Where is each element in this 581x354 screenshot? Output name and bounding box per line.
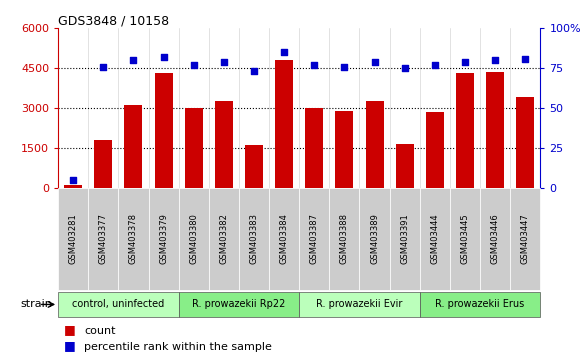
Bar bbox=[305, 108, 324, 188]
Bar bbox=[58, 188, 88, 290]
Text: GSM403379: GSM403379 bbox=[159, 213, 168, 264]
Bar bbox=[396, 144, 414, 188]
Point bbox=[370, 59, 379, 65]
Text: R. prowazekii Erus: R. prowazekii Erus bbox=[435, 299, 525, 309]
Text: GDS3848 / 10158: GDS3848 / 10158 bbox=[58, 14, 169, 27]
Text: GSM403281: GSM403281 bbox=[69, 213, 78, 264]
Point bbox=[460, 59, 469, 65]
Text: GSM403446: GSM403446 bbox=[490, 213, 500, 264]
Bar bbox=[299, 292, 420, 317]
Point bbox=[400, 65, 410, 71]
Text: GSM403378: GSM403378 bbox=[129, 213, 138, 264]
Bar bbox=[58, 292, 179, 317]
Bar bbox=[480, 188, 510, 290]
Text: percentile rank within the sample: percentile rank within the sample bbox=[84, 342, 272, 352]
Point bbox=[310, 62, 319, 68]
Bar bbox=[88, 188, 119, 290]
Bar bbox=[149, 188, 179, 290]
Text: R. prowazekii Evir: R. prowazekii Evir bbox=[316, 299, 403, 309]
Point bbox=[189, 62, 198, 68]
Text: GSM403388: GSM403388 bbox=[340, 213, 349, 264]
Text: GSM403377: GSM403377 bbox=[99, 213, 108, 264]
Point bbox=[249, 69, 259, 74]
Bar bbox=[185, 108, 203, 188]
Bar bbox=[94, 140, 112, 188]
Bar bbox=[299, 188, 329, 290]
Bar bbox=[179, 188, 209, 290]
Bar bbox=[420, 188, 450, 290]
Point bbox=[430, 62, 439, 68]
Point bbox=[129, 57, 138, 63]
Bar bbox=[360, 188, 390, 290]
Bar bbox=[215, 101, 233, 188]
Bar bbox=[124, 105, 142, 188]
Bar bbox=[390, 188, 420, 290]
Text: GSM403389: GSM403389 bbox=[370, 213, 379, 264]
Bar bbox=[119, 188, 149, 290]
Bar bbox=[179, 292, 299, 317]
Bar bbox=[269, 188, 299, 290]
Bar bbox=[426, 112, 444, 188]
Bar bbox=[456, 74, 474, 188]
Text: GSM403380: GSM403380 bbox=[189, 213, 198, 264]
Bar bbox=[209, 188, 239, 290]
Point bbox=[69, 177, 78, 183]
Text: GSM403384: GSM403384 bbox=[279, 213, 289, 264]
Bar bbox=[450, 188, 480, 290]
Bar bbox=[64, 185, 83, 188]
Bar bbox=[275, 60, 293, 188]
Bar bbox=[420, 292, 540, 317]
Text: R. prowazekii Rp22: R. prowazekii Rp22 bbox=[192, 299, 286, 309]
Point bbox=[279, 50, 289, 55]
Bar bbox=[510, 188, 540, 290]
Text: strain: strain bbox=[20, 299, 52, 309]
Point bbox=[340, 64, 349, 69]
Text: control, uninfected: control, uninfected bbox=[72, 299, 164, 309]
Bar bbox=[245, 145, 263, 188]
Bar bbox=[239, 188, 269, 290]
Point bbox=[521, 56, 530, 62]
Bar bbox=[516, 97, 535, 188]
Text: GSM403382: GSM403382 bbox=[220, 213, 228, 264]
Text: ■: ■ bbox=[64, 323, 76, 336]
Text: GSM403444: GSM403444 bbox=[431, 213, 439, 264]
Text: count: count bbox=[84, 326, 116, 336]
Text: GSM403445: GSM403445 bbox=[461, 213, 469, 264]
Text: GSM403447: GSM403447 bbox=[521, 213, 530, 264]
Point bbox=[99, 64, 108, 69]
Point bbox=[490, 57, 500, 63]
Point bbox=[159, 54, 168, 60]
Text: GSM403383: GSM403383 bbox=[249, 213, 259, 264]
Bar bbox=[335, 111, 353, 188]
Bar bbox=[486, 72, 504, 188]
Point bbox=[219, 59, 228, 65]
Text: GSM403391: GSM403391 bbox=[400, 213, 409, 264]
Bar bbox=[155, 74, 173, 188]
Text: GSM403387: GSM403387 bbox=[310, 213, 319, 264]
Text: ■: ■ bbox=[64, 339, 76, 352]
Bar bbox=[329, 188, 360, 290]
Bar bbox=[365, 101, 383, 188]
